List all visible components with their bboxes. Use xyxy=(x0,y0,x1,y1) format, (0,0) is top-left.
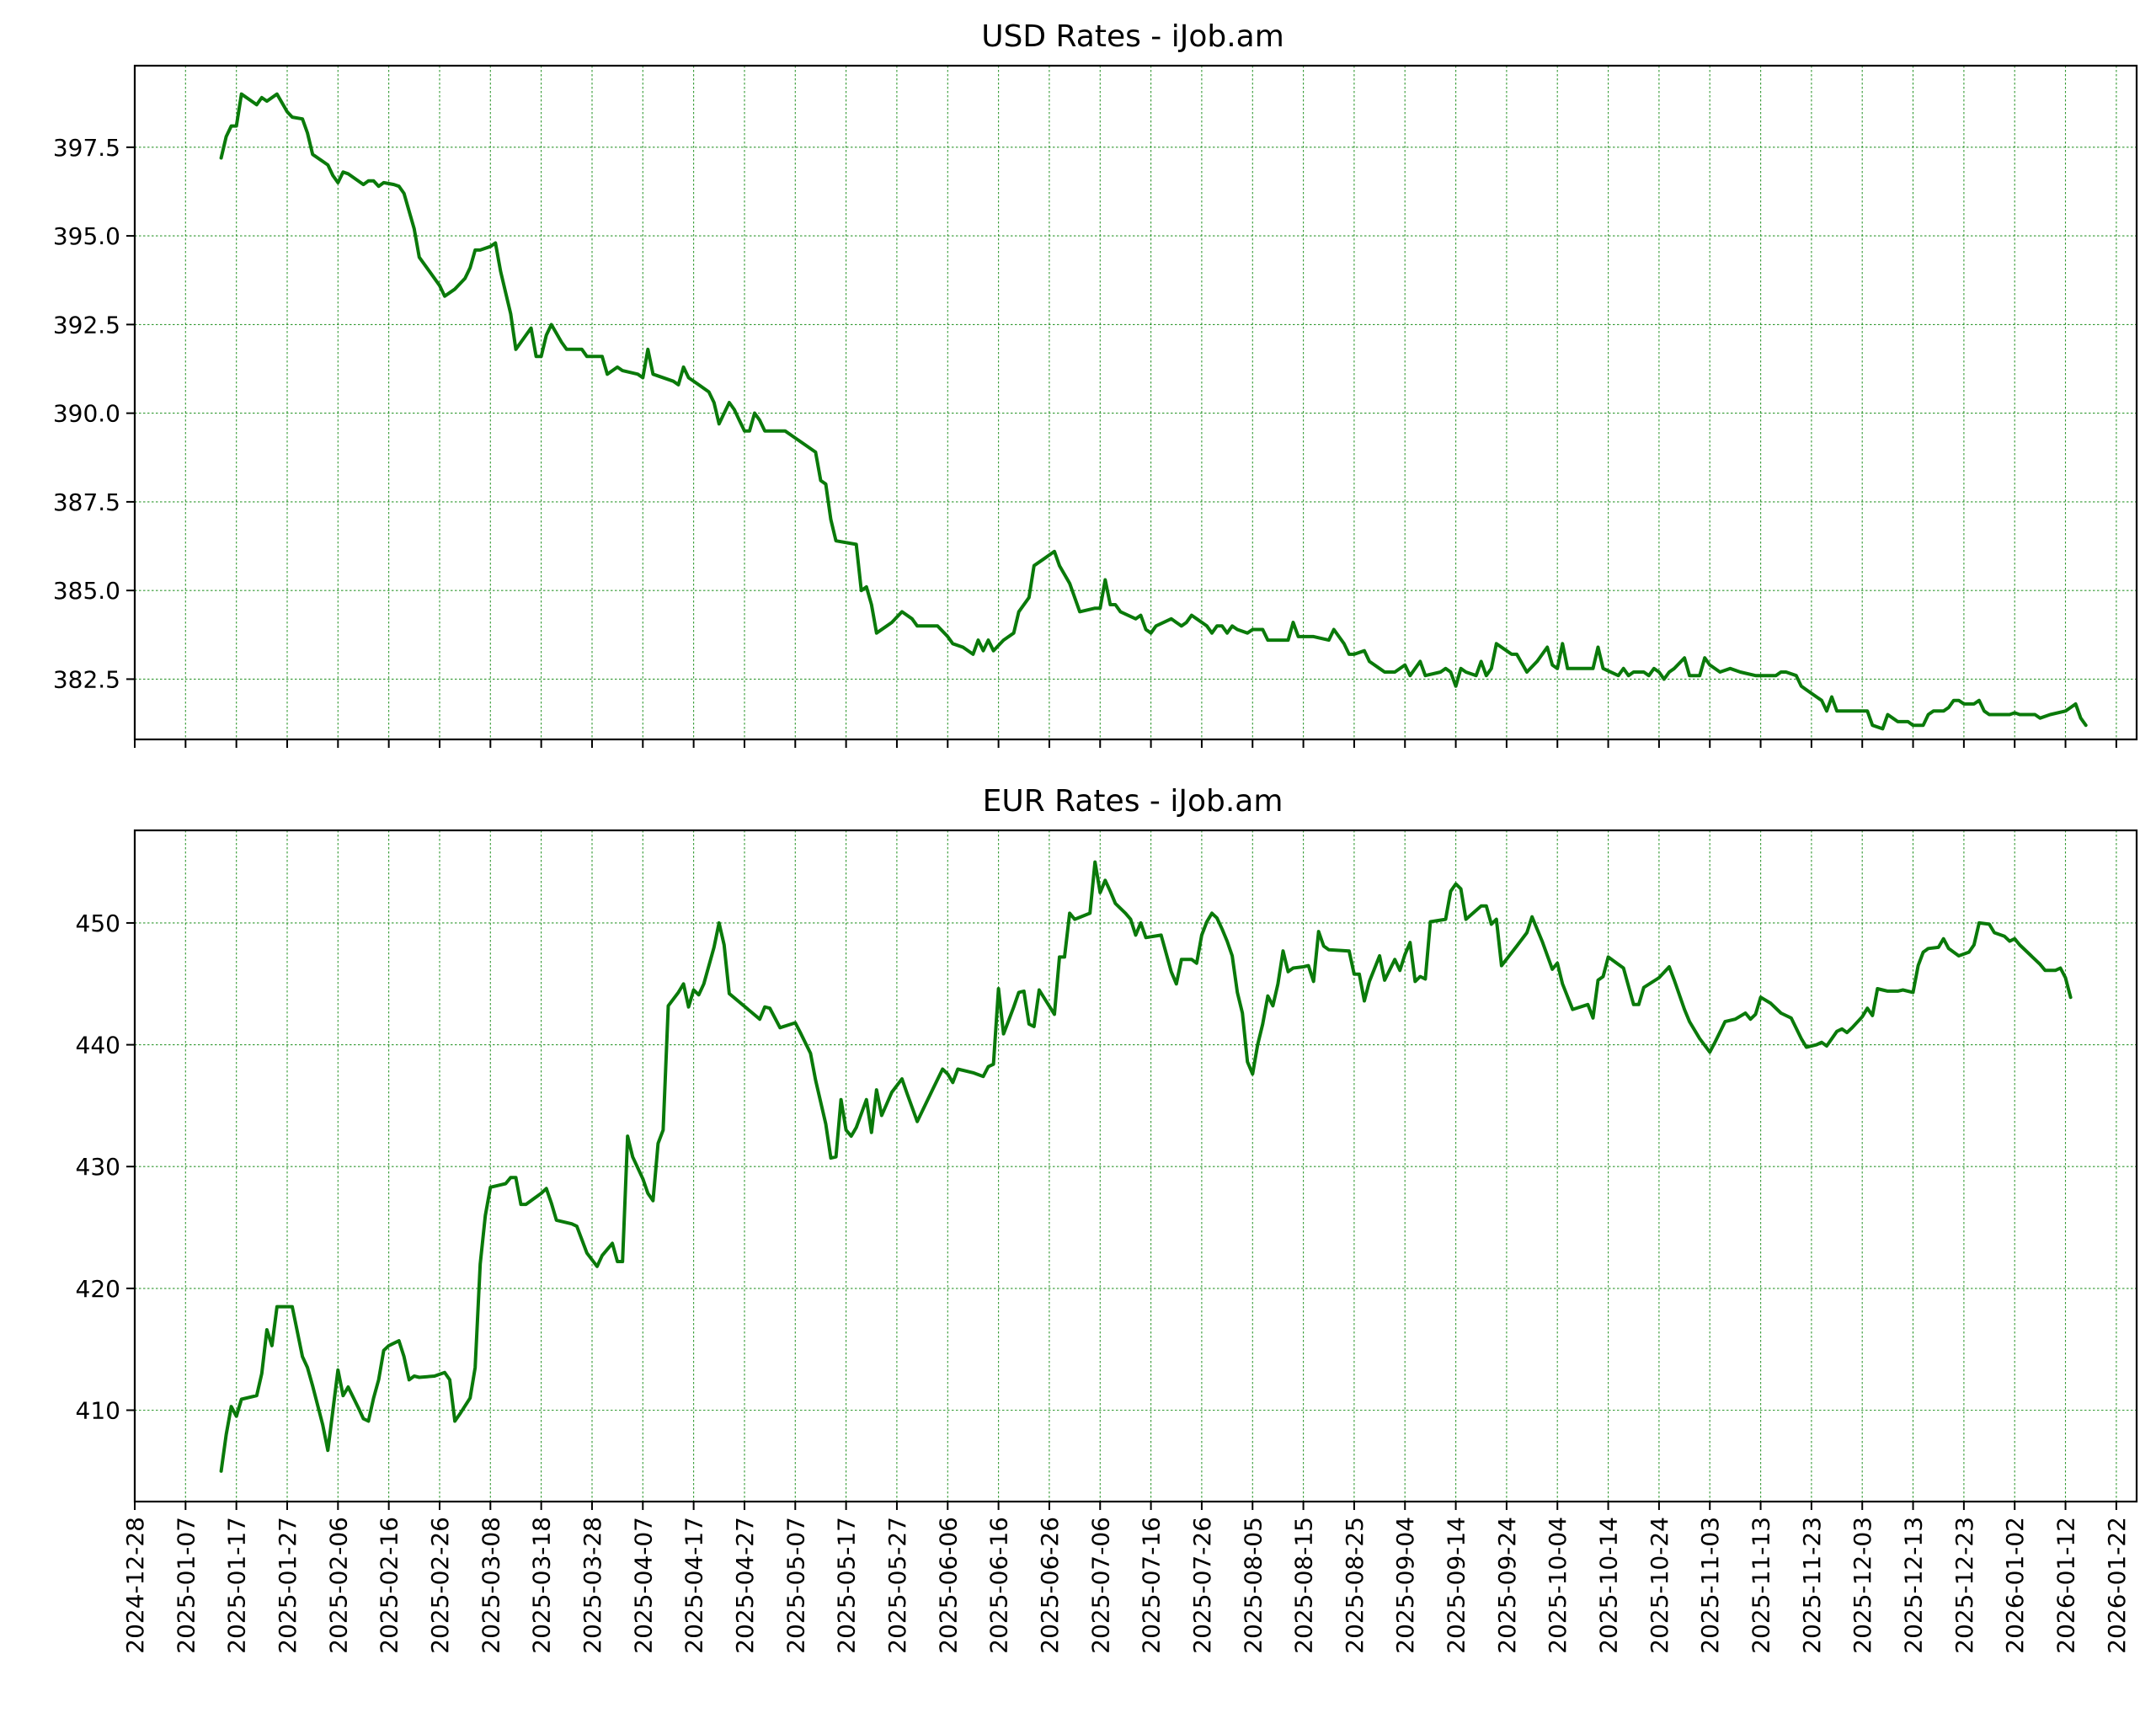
x-tick-label: 2025-07-16 xyxy=(1138,1517,1166,1654)
x-tick-label: 2025-03-08 xyxy=(477,1517,504,1654)
y-tick-label: 390.0 xyxy=(53,400,120,428)
y-tick-label: 387.5 xyxy=(53,488,120,516)
x-tick-label: 2025-05-07 xyxy=(782,1517,809,1654)
eur-rate-line xyxy=(219,860,2073,1473)
usd-rate-line xyxy=(219,92,2088,731)
eur-chart-title: EUR Rates - iJob.am xyxy=(983,784,1283,819)
eur-chart: EUR Rates - iJob.am 410 420 430 440 450 2024-… xyxy=(76,784,2138,1654)
x-tick-label: 2025-02-26 xyxy=(426,1517,454,1654)
usd-chart: USD Rates - iJob.am 382.5 385.0 387.5 390.0… xyxy=(53,19,2138,748)
y-tick-label: 397.5 xyxy=(53,134,120,162)
x-tick-label: 2025-06-06 xyxy=(934,1517,962,1654)
usd-chart-title: USD Rates - iJob.am xyxy=(981,19,1284,54)
x-tick-label: 2025-10-24 xyxy=(1646,1517,1673,1654)
x-tick-label: 2025-10-04 xyxy=(1544,1517,1572,1654)
y-tick-label: 410 xyxy=(76,1397,120,1425)
y-tick-label: 385.0 xyxy=(53,577,120,605)
x-tick-label: 2026-01-22 xyxy=(2103,1517,2131,1654)
x-tick-label: 2025-12-03 xyxy=(1849,1517,1876,1654)
x-tick-label: 2025-09-04 xyxy=(1391,1517,1419,1654)
x-tick-label: 2025-10-14 xyxy=(1595,1517,1623,1654)
x-tick-label: 2025-05-27 xyxy=(883,1517,911,1654)
y-tick-label: 450 xyxy=(76,910,120,937)
usd-axes-frame xyxy=(133,64,2138,741)
x-tick-label: 2025-08-05 xyxy=(1239,1517,1267,1654)
x-tick-label: 2026-01-02 xyxy=(2001,1517,2029,1654)
y-tick-label: 440 xyxy=(76,1032,120,1059)
x-tick-label: 2025-03-18 xyxy=(528,1517,556,1654)
x-tick-label: 2025-05-17 xyxy=(833,1517,861,1654)
x-tick-label: 2026-01-12 xyxy=(2052,1517,2080,1654)
x-tick-label: 2025-01-27 xyxy=(274,1517,302,1654)
x-tick-label: 2025-07-26 xyxy=(1188,1517,1216,1654)
x-tick-label: 2025-03-28 xyxy=(579,1517,606,1654)
x-tick-label: 2025-06-16 xyxy=(985,1517,1013,1654)
y-tick-label: 420 xyxy=(76,1275,120,1303)
x-tick-label: 2025-11-23 xyxy=(1798,1517,1826,1654)
y-tick-label: 395.0 xyxy=(53,222,120,250)
x-tick-label: 2025-08-25 xyxy=(1341,1517,1369,1654)
x-tick-label: 2025-02-06 xyxy=(324,1517,352,1654)
x-tick-label: 2025-09-24 xyxy=(1493,1517,1521,1654)
x-tick-label: 2025-04-07 xyxy=(629,1517,657,1654)
x-tick-label: 2025-02-16 xyxy=(376,1517,403,1654)
x-tick-label: 2025-08-15 xyxy=(1290,1517,1318,1654)
x-tick-label: 2025-09-14 xyxy=(1443,1517,1470,1654)
x-tick-label: 2025-01-07 xyxy=(172,1517,200,1654)
x-tick-label: 2025-06-26 xyxy=(1036,1517,1064,1654)
x-tick-label: 2025-11-13 xyxy=(1748,1517,1775,1654)
y-tick-label: 382.5 xyxy=(53,665,120,693)
x-tick-label: 2025-12-13 xyxy=(1900,1517,1928,1654)
x-tick-label: 2025-07-06 xyxy=(1086,1517,1114,1654)
eur-grid xyxy=(134,830,2137,1502)
x-tick-label: 2025-01-17 xyxy=(223,1517,251,1654)
usd-grid xyxy=(134,66,2137,739)
y-tick-label: 392.5 xyxy=(53,311,120,339)
x-tick-label: 2025-12-23 xyxy=(1951,1517,1978,1654)
x-tick-label: 2025-04-17 xyxy=(680,1517,708,1654)
y-tick-label: 430 xyxy=(76,1153,120,1181)
x-tick-label: 2025-11-03 xyxy=(1696,1517,1724,1654)
x-tick-label: 2025-04-27 xyxy=(731,1517,759,1654)
x-tick-label: 2024-12-28 xyxy=(121,1517,149,1654)
